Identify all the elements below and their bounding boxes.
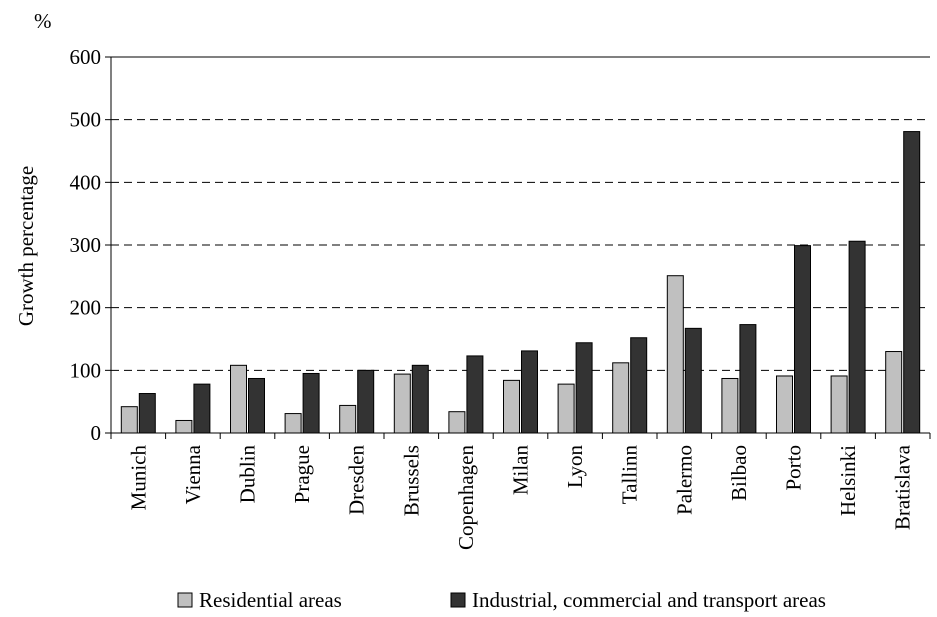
bar-residential [175,419,193,434]
bars [120,131,921,434]
x-tick-label: Munich [126,445,150,511]
x-tick-label: Palermo [672,445,696,515]
y-unit-label: % [34,9,52,33]
bar-industrial [848,240,866,434]
legend: Residential areas Industrial, commercial … [177,588,826,612]
bar-residential [830,375,848,434]
x-tick-labels: Munich Vienna Dublin Prague Dresden Brussels C… [126,444,914,550]
bar-industrial [466,355,484,434]
y-tick-label: 100 [70,358,102,382]
x-tick-label: Brussels [399,445,423,516]
bar-industrial [630,337,648,434]
bar-residential [393,373,411,434]
bar-industrial [248,377,265,434]
bar-residential [120,406,138,434]
legend-swatch-residential [177,592,193,608]
bar-residential [721,377,739,434]
bar-industrial [739,324,757,434]
y-tick-label: 500 [70,108,102,132]
y-tick-label: 200 [70,296,102,320]
bar-industrial [138,393,156,434]
x-tick-label: Dublin [236,445,260,504]
y-tick-labels: 0 100 200 300 400 500 600 [70,45,102,445]
bar-industrial [193,383,211,434]
x-tick-label: Bratislava [891,444,915,530]
x-tick-label: Bilbao [727,445,751,501]
bar-residential [612,362,630,434]
bar-residential [666,275,684,434]
bar-industrial [521,350,538,434]
bar-residential [448,411,466,434]
legend-label-residential: Residential areas [199,588,342,612]
x-tick-label: Prague [290,445,314,503]
x-tick-label: Lyon [563,445,587,489]
y-axis-title: Growth percentage [14,166,38,326]
y-tick-label: 400 [70,170,102,194]
bar-residential [339,404,357,434]
bar-industrial [794,245,811,434]
x-tick-label: Copenhagen [454,445,478,550]
gridlines [111,56,930,371]
x-tick-label: Dresden [345,445,369,515]
bar-residential [284,413,302,434]
x-tick-label: Helsinki [836,445,860,516]
y-tick-label: 300 [70,233,102,257]
bar-residential [557,383,575,434]
bar-industrial [302,372,320,434]
bar-residential [503,379,520,434]
bar-residential [885,351,903,434]
bar-industrial [903,131,921,434]
x-tick-label: Tallinn [618,445,642,505]
bar-industrial [411,364,429,434]
x-tick-label: Milan [509,445,533,496]
legend-swatch-industrial [450,592,466,608]
bar-residential [230,364,247,434]
x-tick-label: Vienna [181,444,205,504]
bar-industrial [575,342,593,434]
bar-industrial [684,327,702,434]
bar-residential [776,375,793,434]
bar-industrial [357,369,375,434]
x-tick-label: Porto [782,445,806,491]
legend-label-industrial: Industrial, commercial and transport are… [472,588,826,612]
y-tick-label: 0 [91,421,102,445]
y-tick-label: 600 [70,45,102,69]
axes [105,56,931,439]
